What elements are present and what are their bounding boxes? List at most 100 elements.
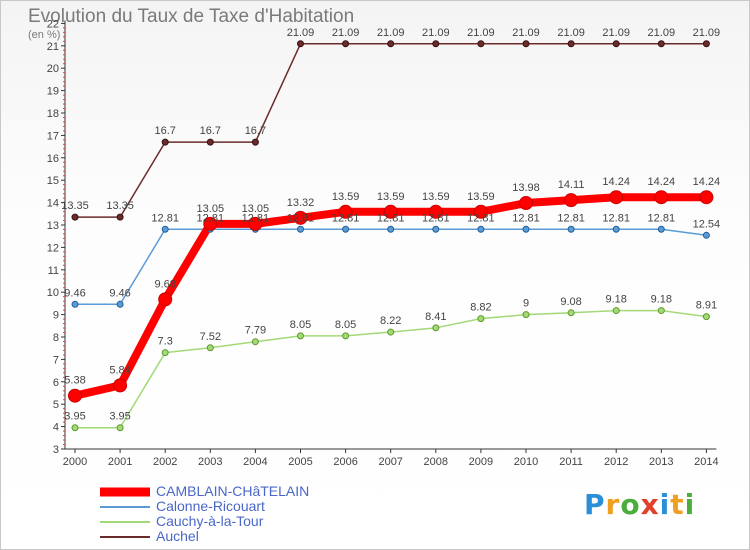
data-point <box>654 190 669 205</box>
data-point <box>567 40 575 48</box>
data-label: 12.81 <box>151 212 179 224</box>
data-label: 12.81 <box>197 212 225 224</box>
data-label: 13.59 <box>422 191 450 203</box>
data-point <box>702 231 710 239</box>
data-label: 5.84 <box>109 364 130 376</box>
data-point <box>522 40 530 48</box>
data-point <box>387 225 395 233</box>
legend-label: CAMBLAIN-CHâTELAIN <box>156 483 310 499</box>
data-point <box>612 40 620 48</box>
data-label: 9.68 <box>154 278 175 290</box>
data-label: 9.46 <box>64 287 85 299</box>
data-point <box>158 292 173 307</box>
data-label: 7.79 <box>245 325 266 337</box>
x-tick-label: 2003 <box>198 456 222 468</box>
data-point <box>657 40 665 48</box>
data-point <box>206 344 214 352</box>
data-point <box>248 216 263 231</box>
y-tick-label: 11 <box>48 265 59 277</box>
data-label: 3.95 <box>64 411 85 423</box>
data-label: 21.09 <box>512 27 540 39</box>
y-tick-label: 10 <box>47 287 59 299</box>
data-point <box>342 332 350 340</box>
data-point <box>567 225 575 233</box>
y-tick-label: 6 <box>53 377 59 389</box>
data-label: 21.09 <box>332 27 360 39</box>
data-point <box>342 225 350 233</box>
x-tick-label: 2005 <box>288 456 312 468</box>
data-label: 9 <box>523 298 529 310</box>
logo-letter: o <box>620 488 641 521</box>
data-label: 12.81 <box>242 212 270 224</box>
data-point <box>657 307 665 315</box>
data-label: 14.11 <box>558 179 585 191</box>
y-tick-label: 3 <box>53 444 59 456</box>
data-point <box>522 225 530 233</box>
data-label: 16.7 <box>154 125 175 137</box>
legend-label: Auchel <box>156 528 199 544</box>
data-point <box>71 300 79 308</box>
x-tick-label: 2010 <box>514 456 538 468</box>
data-label: 12.81 <box>377 212 405 224</box>
data-point <box>519 196 533 211</box>
x-tick-label: 2006 <box>333 456 357 468</box>
data-point <box>116 424 124 432</box>
data-point <box>522 311 530 319</box>
data-label: 8.41 <box>425 311 446 323</box>
data-label: 21.09 <box>557 27 585 39</box>
x-tick-label: 2002 <box>153 456 177 468</box>
data-point <box>297 225 304 233</box>
data-label: 12.54 <box>693 218 721 230</box>
legend-item: Cauchy-à-la-Tour <box>100 514 360 529</box>
data-label: 8.91 <box>696 300 717 312</box>
y-tick-label: 16 <box>47 153 59 165</box>
data-label: 12.81 <box>422 212 450 224</box>
logo-letter: i <box>684 488 696 521</box>
data-label: 9.18 <box>651 294 672 306</box>
data-label: 12.81 <box>648 212 676 224</box>
data-label: 16.7 <box>245 125 266 137</box>
data-point <box>432 324 440 332</box>
data-point <box>383 204 398 219</box>
data-point <box>657 225 665 233</box>
data-label: 13.05 <box>197 203 225 215</box>
y-tick-label: 21 <box>47 41 59 53</box>
legend-label: Cauchy-à-la-Tour <box>156 513 264 529</box>
data-label: 7.52 <box>200 331 221 343</box>
data-point <box>564 193 579 208</box>
data-point <box>432 40 440 48</box>
data-point <box>251 338 259 346</box>
data-point <box>116 300 124 308</box>
y-tick-label: 8 <box>53 332 59 344</box>
data-point <box>702 40 710 48</box>
x-tick-label: 2013 <box>649 456 673 468</box>
data-point <box>567 309 575 317</box>
data-label: 21.09 <box>377 27 405 39</box>
chart-title: Evolution du Taux de Taxe d'Habitation <box>28 6 355 27</box>
data-point <box>251 138 259 146</box>
data-point <box>702 313 710 321</box>
data-point <box>477 315 485 323</box>
data-label: 12.81 <box>332 212 360 224</box>
data-label: 8.05 <box>335 319 356 331</box>
data-point <box>609 190 624 205</box>
data-label: 21.09 <box>467 27 495 39</box>
y-tick-label: 5 <box>53 399 59 411</box>
data-point <box>161 138 169 146</box>
data-label: 12.81 <box>602 212 630 224</box>
data-label: 14.24 <box>693 176 721 188</box>
data-point <box>473 204 488 219</box>
y-tick-label: 19 <box>47 86 59 98</box>
data-label: 14.24 <box>602 176 630 188</box>
data-label: 14.24 <box>648 176 676 188</box>
data-label: 13.32 <box>287 197 315 209</box>
x-tick-label: 2000 <box>63 456 87 468</box>
logo-letter: r <box>605 488 621 521</box>
data-label: 9.46 <box>109 287 130 299</box>
y-tick-label: 4 <box>53 422 59 434</box>
data-point <box>338 204 353 219</box>
logo-letter: x <box>640 488 660 521</box>
data-point <box>477 40 485 48</box>
data-point <box>113 378 128 393</box>
